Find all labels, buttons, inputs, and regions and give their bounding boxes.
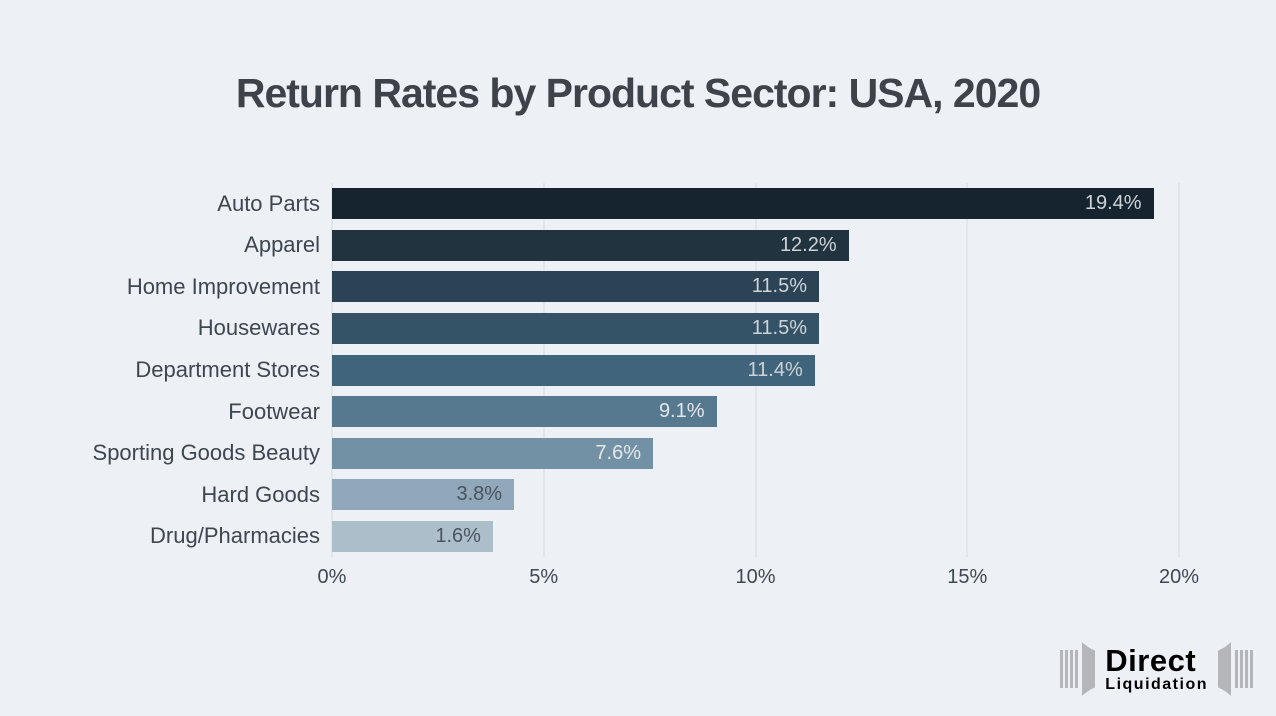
value-label: 19.4%: [1084, 192, 1142, 215]
value-label: 11.5%: [751, 275, 808, 298]
chart-title: Return Rates by Product Sector: USA, 202…: [235, 70, 1041, 116]
value-label: 11.5%: [751, 316, 808, 339]
bar: 19.4%: [332, 188, 1154, 220]
direct-liquidation-logo: Direct Liquidation: [1060, 642, 1253, 696]
bar-row: Department Stores 11.4%: [0, 349, 1179, 391]
bar-row: Apparel 12.2%: [0, 225, 1179, 267]
bar: 1.6%: [332, 520, 493, 552]
x-axis-tick-label: 5%: [529, 566, 559, 588]
category-label: Footwear: [228, 398, 320, 424]
value-label: 1.6%: [435, 524, 481, 547]
category-label: Apparel: [244, 232, 320, 258]
logo-text: Direct Liquidation: [1105, 645, 1208, 693]
bar-row: Housewares 11.5%: [0, 308, 1179, 350]
category-label: Sporting Goods Beauty: [92, 440, 320, 466]
bar-track: 11.4%: [332, 354, 1179, 386]
bar-row: Sporting Goods Beauty 7.6%: [0, 432, 1179, 474]
bar: 3.8%: [332, 479, 515, 511]
value-label: 12.2%: [779, 233, 837, 256]
category-label: Drug/Pharmacies: [150, 523, 320, 549]
bar: 12.2%: [332, 229, 849, 261]
x-axis-tick-label: 20%: [1158, 566, 1200, 588]
x-axis-tick-label: 10%: [735, 566, 776, 588]
barcode-left-icon: [1060, 642, 1096, 696]
bar-track: 19.4%: [332, 188, 1179, 220]
bar-track: 9.1%: [332, 396, 1179, 428]
value-label: 11.4%: [747, 358, 803, 381]
category-label: Home Improvement: [126, 273, 320, 299]
bar: 11.4%: [332, 354, 815, 386]
value-label: 9.1%: [658, 400, 705, 423]
category-label: Auto Parts: [217, 190, 320, 216]
bar-track: 1.6%: [332, 520, 1179, 552]
bar-track: 3.8%: [332, 479, 1179, 511]
logo-primary-text: Direct: [1105, 643, 1197, 678]
category-label: Hard Goods: [201, 481, 320, 507]
category-label: Housewares: [197, 315, 320, 341]
barcode-right-icon: [1218, 642, 1253, 696]
bar-row: Auto Parts 19.4%: [0, 183, 1179, 225]
bar-track: 7.6%: [332, 437, 1179, 469]
bar: 9.1%: [332, 396, 717, 428]
bar-track: 11.5%: [332, 271, 1179, 303]
value-label: 7.6%: [595, 441, 641, 464]
category-label: Department Stores: [135, 357, 320, 383]
bar-row: Drug/Pharmacies 1.6%: [0, 516, 1179, 558]
value-label: 3.8%: [456, 483, 503, 506]
bar-chart: Auto Parts 19.4% Apparel 12.2% Home Impr…: [0, 183, 1179, 557]
logo-secondary-text: Liquidation: [1105, 676, 1208, 693]
x-axis-tick-label: 15%: [947, 566, 988, 588]
bar: 11.5%: [332, 271, 820, 303]
bar: 7.6%: [332, 437, 653, 469]
bar-row: Footwear 9.1%: [0, 391, 1179, 433]
bar-track: 11.5%: [332, 312, 1179, 344]
bar-row: Hard Goods 3.8%: [0, 474, 1179, 516]
x-axis-tick-label: 0%: [317, 566, 347, 588]
bar-row: Home Improvement 11.5%: [0, 266, 1179, 308]
bar-track: 12.2%: [332, 229, 1179, 261]
x-axis: 0% 5% 10% 15% 20%: [318, 566, 1199, 594]
bar: 11.5%: [332, 312, 820, 344]
